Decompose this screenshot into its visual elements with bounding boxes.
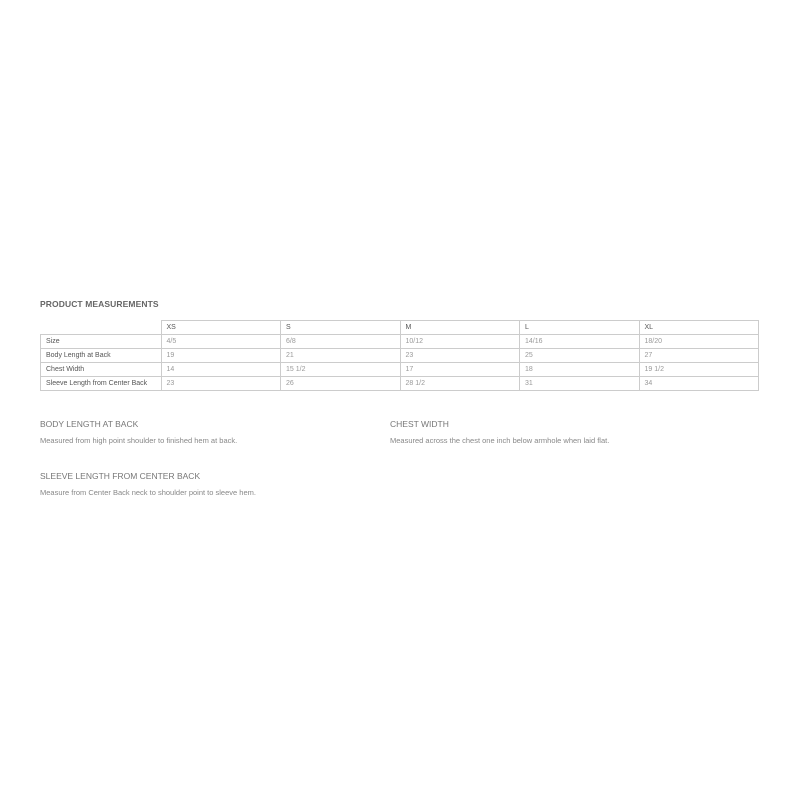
table-cell: 4/5 [160, 334, 281, 349]
table-header-row: XS S M L XL [40, 320, 759, 335]
table-cell: 21 [280, 348, 401, 363]
table-cell: 6/8 [280, 334, 401, 349]
table-cell: 19 [160, 348, 281, 363]
row-label: Size [40, 334, 162, 349]
table-cell: 26 [280, 376, 401, 391]
table-cell: 17 [399, 362, 520, 377]
table-cell: 23 [399, 348, 520, 363]
table-cell: 14/16 [519, 334, 640, 349]
table-cell: 19 1/2 [638, 362, 759, 377]
table-cell: 25 [519, 348, 640, 363]
table-cell: 18 [519, 362, 640, 377]
table-row: Size 4/5 6/8 10/12 14/16 18/20 [40, 334, 759, 349]
measurements-table: XS S M L XL Size 4/5 6/8 10/12 14/16 18/… [40, 320, 759, 391]
table-cell: 10/12 [399, 334, 520, 349]
header-cell: L [519, 320, 640, 335]
table-cell: 23 [160, 376, 281, 391]
header-cell: XS [160, 320, 281, 335]
row-label: Body Length at Back [40, 348, 162, 363]
header-cell: M [399, 320, 520, 335]
note-text: Measured from high point shoulder to fin… [40, 436, 238, 445]
table-cell: 31 [519, 376, 640, 391]
note-sleeve-length: SLEEVE LENGTH FROM CENTER BACK Measure f… [40, 471, 256, 497]
note-heading: BODY LENGTH AT BACK [40, 419, 139, 429]
note-heading: CHEST WIDTH [390, 419, 449, 429]
table-cell: 34 [638, 376, 759, 391]
table-row: Chest Width 14 15 1/2 17 18 19 1/2 [40, 362, 759, 377]
table-cell: 15 1/2 [280, 362, 401, 377]
note-text: Measured across the chest one inch below… [390, 436, 610, 445]
table-cell: 18/20 [638, 334, 759, 349]
table-cell: 14 [160, 362, 281, 377]
note-body-length: BODY LENGTH AT BACK Measured from high p… [40, 419, 237, 445]
table-cell: 28 1/2 [399, 376, 520, 391]
header-cell: S [280, 320, 401, 335]
note-chest-width: CHEST WIDTH Measured across the chest on… [390, 419, 609, 445]
header-cell: XL [638, 320, 759, 335]
note-text: Measure from Center Back neck to shoulde… [40, 488, 256, 497]
header-blank-cell [40, 320, 162, 335]
note-heading: SLEEVE LENGTH FROM CENTER BACK [40, 471, 201, 481]
table-row: Sleeve Length from Center Back 23 26 28 … [40, 376, 759, 391]
page-title: PRODUCT MEASUREMENTS [40, 299, 159, 309]
row-label: Chest Width [40, 362, 162, 377]
table-cell: 27 [638, 348, 759, 363]
row-label: Sleeve Length from Center Back [40, 376, 162, 391]
table-row: Body Length at Back 19 21 23 25 27 [40, 348, 759, 363]
